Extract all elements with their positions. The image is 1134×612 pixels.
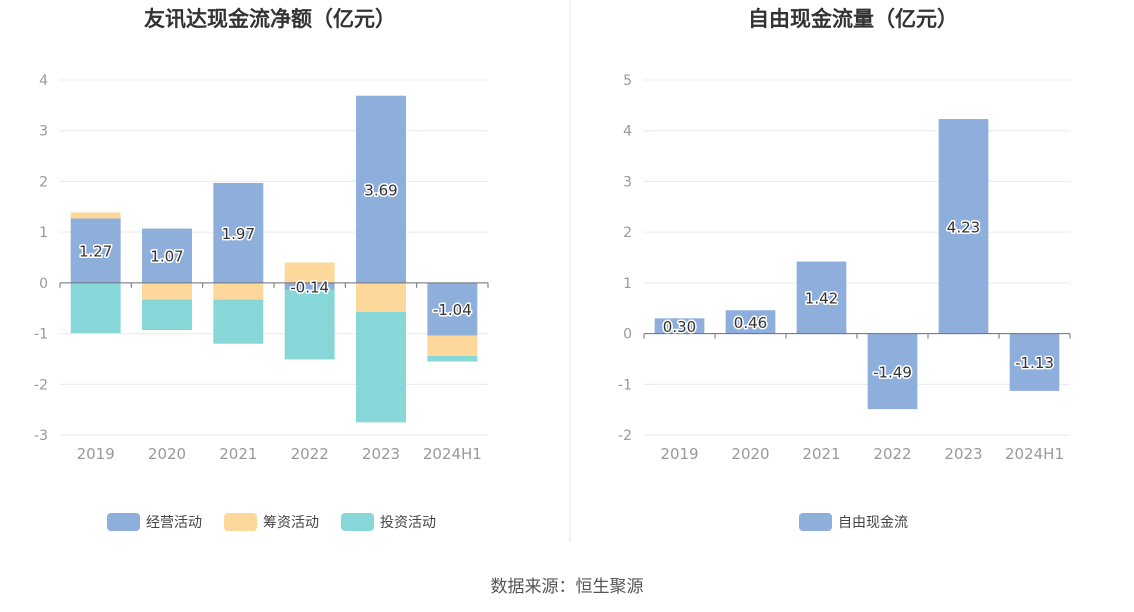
bar-financing bbox=[142, 282, 192, 300]
legend-swatch-financing bbox=[224, 513, 257, 531]
y-tick-label: 4 bbox=[623, 124, 632, 140]
x-tick-label: 2020 bbox=[148, 445, 186, 463]
x-tick-label: 2019 bbox=[660, 445, 698, 463]
bar-investing bbox=[213, 299, 264, 344]
y-tick-label: 0 bbox=[623, 327, 632, 343]
y-tick-label: -2 bbox=[34, 377, 48, 393]
chart-panel-1: 友讯达现金流净额（亿元） 4 3 2 1 0 -1 -2 -3 1.27 1.07 1.97 -0.14… bbox=[34, 7, 489, 531]
bar-operating bbox=[356, 95, 406, 283]
data-label: 1.42 bbox=[805, 290, 838, 308]
y-tick-label: 5 bbox=[623, 73, 632, 89]
x-tick-label: 2021 bbox=[219, 445, 257, 463]
y-tick-label: 3 bbox=[623, 174, 632, 190]
data-label: -0.14 bbox=[290, 278, 329, 296]
data-label: 1.07 bbox=[150, 248, 183, 266]
x-tick-label: 2022 bbox=[873, 445, 911, 463]
y-tick-label: 0 bbox=[39, 276, 48, 292]
bar-operating bbox=[70, 218, 121, 283]
data-label: 1.27 bbox=[79, 243, 112, 261]
bar-fcf bbox=[654, 318, 705, 334]
bar-operating bbox=[142, 228, 192, 283]
bar-fcf bbox=[867, 333, 918, 410]
bar-investing bbox=[70, 282, 121, 334]
x-tick-label: 2022 bbox=[291, 445, 329, 463]
data-label: 3.69 bbox=[364, 181, 397, 199]
x-tick-label: 2020 bbox=[731, 445, 769, 463]
y-tick-label: 2 bbox=[39, 174, 48, 190]
x-tick-label: 2023 bbox=[362, 445, 400, 463]
y-tick-label: 2 bbox=[623, 225, 632, 241]
bar-fcf bbox=[1009, 333, 1060, 391]
data-label: 4.23 bbox=[947, 218, 980, 236]
bar-fcf bbox=[938, 119, 989, 334]
data-label: 1.97 bbox=[222, 225, 255, 243]
bar-financing bbox=[70, 212, 121, 219]
legend-swatch-fcf bbox=[799, 513, 832, 531]
bar-investing bbox=[356, 311, 406, 423]
data-label: 0.46 bbox=[734, 314, 767, 332]
bar-operating bbox=[284, 282, 335, 290]
data-label: -1.13 bbox=[1015, 354, 1054, 372]
x-tick-label: 2021 bbox=[802, 445, 840, 463]
bar-operating bbox=[213, 182, 264, 283]
y-tick-label: -2 bbox=[618, 428, 632, 444]
chart-title: 友讯达现金流净额（亿元） bbox=[144, 7, 396, 31]
y-tick-label: 1 bbox=[623, 276, 632, 292]
x-tick-label: 2023 bbox=[944, 445, 982, 463]
chart-panel-2: 自由现金流量（亿元） 5 4 3 2 1 0 -1 -2 0.30 0.46 1.42 -1.49 4.2… bbox=[618, 7, 1071, 531]
source-note: 数据来源：恒生聚源 bbox=[491, 577, 644, 597]
legend-label: 经营活动 bbox=[146, 515, 202, 531]
legend-label: 筹资活动 bbox=[263, 514, 319, 531]
bar-financing bbox=[427, 335, 478, 356]
bar-fcf bbox=[725, 310, 776, 334]
x-tick-label: 2019 bbox=[77, 445, 115, 463]
chart-title: 自由现金流量（亿元） bbox=[748, 7, 958, 31]
data-label: -1.49 bbox=[873, 363, 912, 381]
bar-operating bbox=[427, 282, 478, 336]
legend-swatch-operating bbox=[107, 513, 140, 531]
y-tick-label: -1 bbox=[34, 327, 48, 343]
y-tick-label: 1 bbox=[39, 225, 48, 241]
bar-investing bbox=[284, 289, 335, 360]
x-tick-label: 2024H1 bbox=[1005, 445, 1064, 463]
legend-swatch-investing bbox=[341, 513, 374, 531]
x-tick-label: 2024H1 bbox=[423, 445, 482, 463]
bar-financing bbox=[213, 282, 264, 300]
bar-financing bbox=[284, 262, 335, 283]
y-tick-label: -1 bbox=[618, 377, 632, 393]
y-tick-label: -3 bbox=[34, 428, 48, 444]
y-tick-label: 4 bbox=[39, 73, 48, 89]
bar-investing bbox=[427, 355, 478, 362]
data-label: -1.04 bbox=[433, 301, 472, 319]
data-label: 0.30 bbox=[663, 318, 696, 336]
legend-label: 投资活动 bbox=[380, 515, 436, 531]
bar-investing bbox=[142, 299, 192, 331]
bar-financing bbox=[356, 282, 406, 312]
bar-fcf bbox=[796, 261, 847, 334]
y-tick-label: 3 bbox=[39, 124, 48, 140]
legend-label: 自由现金流 bbox=[838, 515, 908, 531]
